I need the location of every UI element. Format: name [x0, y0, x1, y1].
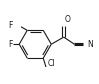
- Text: F: F: [8, 40, 12, 49]
- Text: N: N: [88, 40, 93, 49]
- Text: O: O: [64, 15, 70, 24]
- Text: F: F: [8, 21, 12, 30]
- Text: Cl: Cl: [48, 59, 55, 68]
